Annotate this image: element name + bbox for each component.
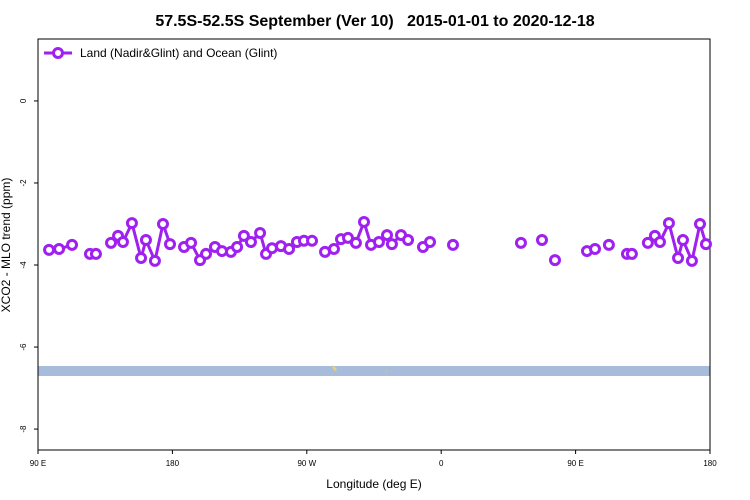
point [625, 247, 638, 260]
point [53, 243, 66, 256]
point [402, 233, 415, 246]
point [116, 236, 129, 249]
y-tick-label: -4 [19, 261, 28, 269]
x-tick-label: 90 E [30, 459, 46, 468]
point [156, 217, 169, 230]
point [662, 217, 675, 230]
point [536, 233, 548, 246]
point [424, 236, 436, 249]
point [125, 217, 138, 230]
point [66, 238, 79, 251]
x-tick-label: 180 [703, 459, 717, 468]
point [148, 254, 161, 267]
point [139, 233, 152, 246]
point [672, 252, 685, 265]
point [200, 247, 212, 260]
x-tick-label: 90 W [297, 459, 316, 468]
point [237, 229, 250, 242]
y-axis-label: XCO2 - MLO trend (ppm) [0, 178, 13, 313]
x-axis-label: Longitude (deg E) [326, 477, 421, 491]
point [589, 243, 602, 256]
point [446, 238, 459, 251]
point [380, 229, 393, 242]
x-tick-label: 180 [166, 459, 180, 468]
point [185, 236, 198, 249]
y-tick-label: -6 [19, 343, 28, 351]
point [327, 243, 340, 256]
point [514, 236, 527, 249]
chart-title: 57.5S-52.5S September (Ver 10) 2015-01-0… [155, 13, 594, 30]
x-tick-label: 0 [439, 459, 444, 468]
point [135, 252, 148, 265]
y-tick-label: -8 [19, 425, 28, 433]
x-tick-label: 90 E [567, 459, 583, 468]
y-tick-label: -2 [19, 179, 28, 187]
point [244, 236, 257, 249]
point [357, 215, 370, 228]
point [89, 247, 102, 260]
point [164, 238, 177, 251]
y-tick-label: 0 [19, 98, 28, 103]
point [602, 238, 615, 251]
point [693, 217, 706, 230]
point [372, 236, 385, 249]
map-strip [38, 366, 710, 376]
point [254, 227, 267, 240]
legend-marker [52, 47, 64, 59]
point [105, 236, 118, 249]
point [641, 236, 654, 249]
point [385, 238, 398, 251]
point [676, 233, 689, 246]
legend-label: Land (Nadir&Glint) and Ocean (Glint) [80, 46, 277, 60]
point [283, 243, 296, 256]
point [685, 254, 698, 267]
point [231, 240, 244, 253]
point [699, 238, 712, 251]
point [349, 236, 362, 249]
point [548, 254, 561, 267]
point [306, 234, 319, 247]
point [43, 243, 56, 256]
point [653, 236, 666, 249]
